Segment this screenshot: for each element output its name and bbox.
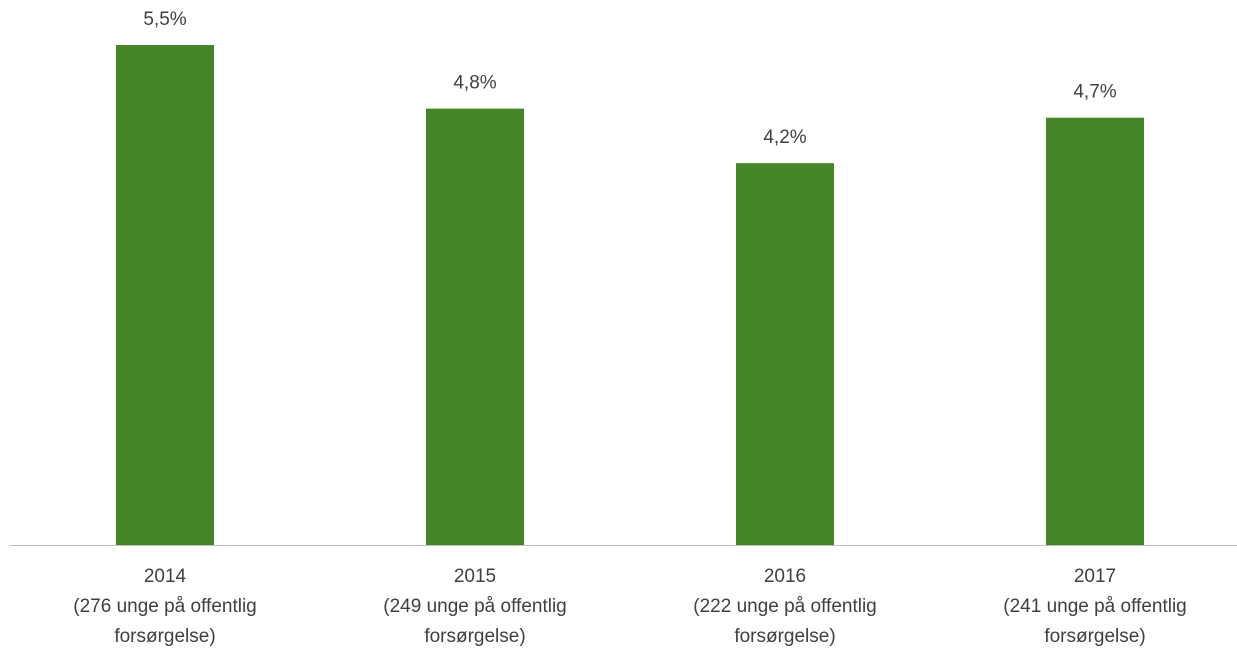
x-tick-label: 2017 xyxy=(1074,566,1116,587)
bar xyxy=(1046,117,1144,546)
x-tick-label: forsørgelse) xyxy=(114,626,215,647)
value-label: 4,7% xyxy=(1073,82,1116,103)
x-tick-label: (241 unge på offentlig xyxy=(1003,596,1186,617)
x-tick-label: (249 unge på offentlig xyxy=(383,596,566,617)
value-label: 4,2% xyxy=(763,127,806,148)
x-tick-label: 2015 xyxy=(454,566,496,587)
x-tick-label: forsørgelse) xyxy=(424,626,525,647)
x-tick-label: 2016 xyxy=(764,566,806,587)
x-tick-label: 2014 xyxy=(144,566,187,587)
bar xyxy=(426,108,524,546)
x-tick-label: forsørgelse) xyxy=(1044,626,1145,647)
x-tick-label: forsørgelse) xyxy=(734,626,835,647)
bar xyxy=(736,163,834,545)
x-tick-label: (222 unge på offentlig xyxy=(693,596,876,617)
value-label: 5,5% xyxy=(143,9,186,30)
value-label: 4,8% xyxy=(453,73,496,94)
bar xyxy=(116,45,214,545)
x-tick-label: (276 unge på offentlig xyxy=(73,596,256,617)
